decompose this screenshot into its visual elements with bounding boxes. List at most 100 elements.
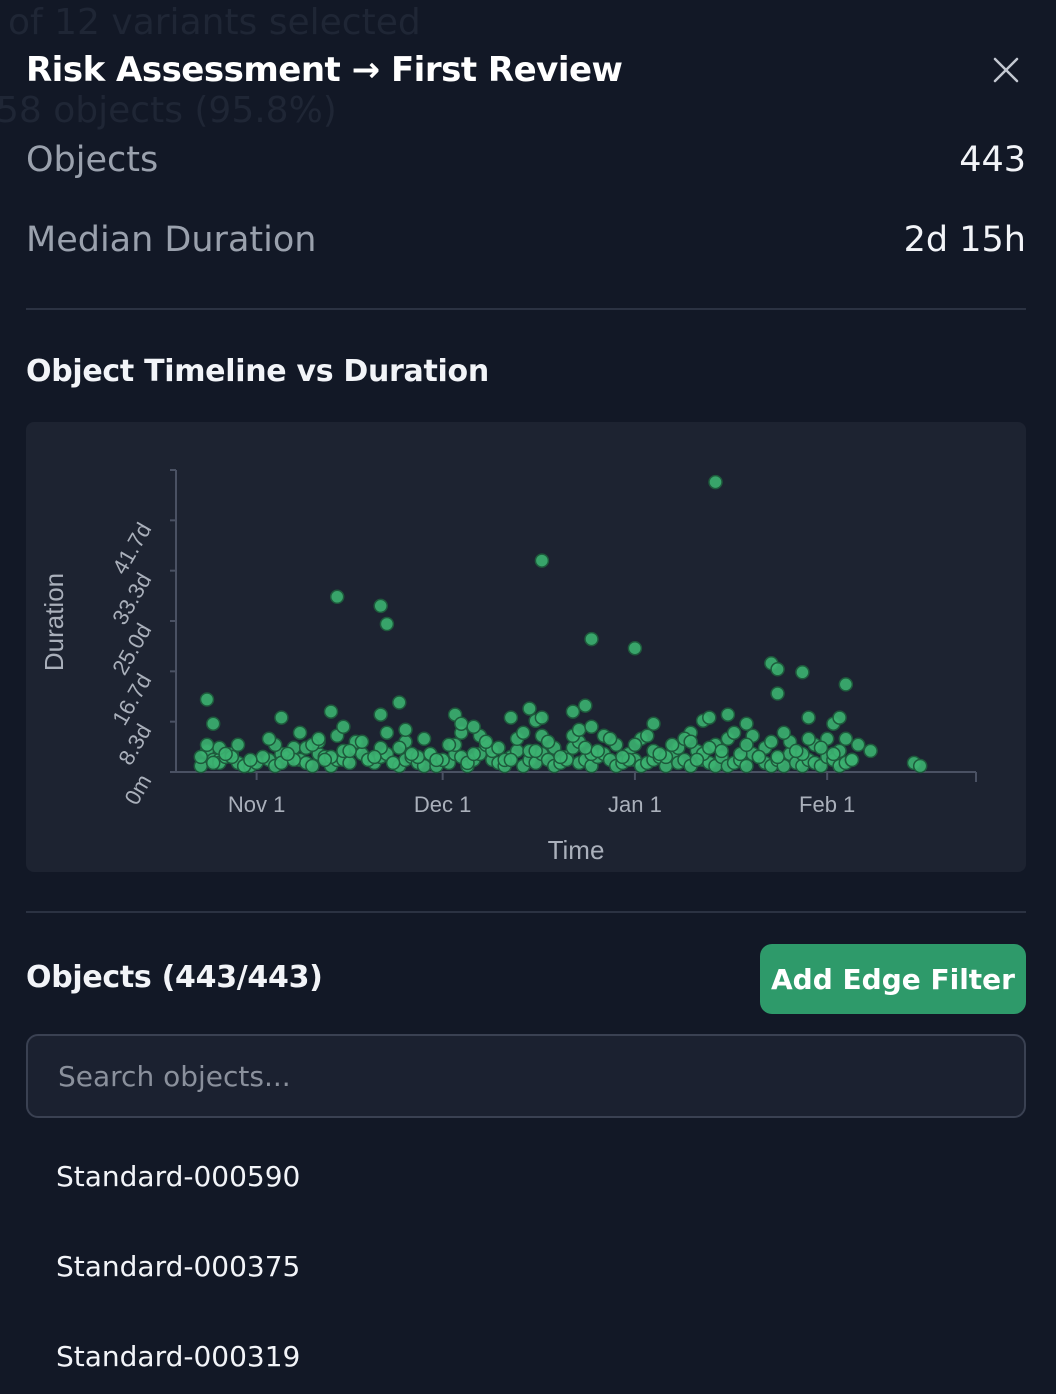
scatter-point[interactable] — [534, 553, 550, 568]
scatter-point[interactable] — [323, 704, 339, 719]
scatter-point[interactable] — [801, 710, 816, 725]
scatter-point[interactable] — [516, 725, 531, 740]
scatter-point[interactable] — [739, 716, 754, 731]
scatter-point[interactable] — [385, 755, 401, 771]
scatter-point[interactable] — [398, 722, 413, 737]
scatter-point[interactable] — [478, 734, 494, 750]
scatter-point[interactable] — [627, 640, 643, 656]
scatter-point[interactable] — [770, 749, 785, 765]
scatter-point[interactable] — [838, 731, 854, 747]
scatter-point[interactable] — [646, 716, 661, 731]
search-input[interactable] — [26, 1034, 1026, 1118]
scatter-point[interactable] — [292, 725, 308, 740]
scatter-point[interactable] — [726, 725, 742, 740]
scatter-point[interactable] — [379, 616, 395, 632]
scatter-point[interactable] — [627, 737, 643, 753]
scatter-point[interactable] — [584, 631, 599, 647]
scatter-point[interactable] — [664, 737, 680, 753]
scatter-point[interactable] — [218, 746, 233, 762]
scatter-point[interactable] — [640, 728, 655, 744]
scatter-point[interactable] — [912, 758, 928, 774]
scatter-point[interactable] — [205, 755, 221, 771]
scatter-point[interactable] — [342, 755, 357, 771]
list-item[interactable]: Standard-000375 — [56, 1250, 301, 1283]
scatter-point[interactable] — [863, 743, 878, 759]
scatter-point[interactable] — [373, 598, 388, 614]
scatter-point[interactable] — [702, 740, 717, 756]
scatter-point[interactable] — [205, 716, 221, 731]
scatter-point[interactable] — [311, 731, 326, 747]
list-item[interactable]: Standard-000590 — [56, 1160, 301, 1193]
scatter-point[interactable] — [788, 743, 804, 759]
list-item[interactable]: Standard-000319 — [56, 1340, 301, 1373]
scatter-point[interactable] — [602, 731, 618, 747]
add-edge-filter-button[interactable]: Add Edge Filter — [760, 944, 1026, 1014]
scatter-point[interactable] — [739, 737, 754, 753]
scatter-point[interactable] — [243, 752, 258, 768]
scatter-point[interactable] — [770, 686, 785, 701]
scatter-point[interactable] — [540, 734, 556, 750]
scatter-point[interactable] — [578, 698, 593, 713]
scatter-point[interactable] — [584, 719, 599, 734]
scatter-point[interactable] — [503, 710, 519, 725]
scatter-point[interactable] — [850, 737, 866, 753]
scatter-point[interactable] — [404, 746, 419, 762]
scatter-point[interactable] — [590, 743, 605, 759]
scatter-point[interactable] — [429, 752, 444, 768]
scatter-point[interactable] — [491, 740, 506, 756]
scatter-point[interactable] — [826, 746, 841, 762]
scatter-point[interactable] — [578, 740, 593, 756]
scatter-point[interactable] — [342, 743, 357, 759]
scatter-point[interactable] — [813, 740, 829, 756]
scatter-point[interactable] — [336, 719, 351, 734]
scatter-point[interactable] — [615, 749, 630, 765]
scatter-point[interactable] — [317, 752, 333, 768]
scatter-point[interactable] — [714, 743, 729, 759]
scatter-point[interactable] — [832, 710, 847, 725]
scatter-point[interactable] — [466, 719, 481, 734]
scatter-point[interactable] — [553, 749, 568, 765]
scatter-point[interactable] — [466, 746, 481, 762]
scatter-point[interactable] — [193, 749, 209, 765]
scatter-point[interactable] — [844, 752, 860, 768]
scatter-point[interactable] — [652, 746, 667, 762]
scatter-point[interactable] — [441, 737, 457, 753]
scatter-point[interactable] — [565, 704, 581, 719]
scatter-point[interactable] — [305, 758, 320, 774]
scatter-point[interactable] — [708, 474, 723, 490]
scatter-point[interactable] — [522, 701, 537, 716]
scatter-point[interactable] — [373, 707, 388, 722]
scatter-point[interactable] — [392, 740, 407, 756]
scatter-point[interactable] — [280, 746, 295, 762]
scatter-point[interactable] — [199, 692, 215, 707]
scatter-point[interactable] — [534, 710, 550, 725]
scatter-point[interactable] — [801, 731, 816, 747]
scatter-point[interactable] — [683, 734, 698, 750]
scatter-point[interactable] — [770, 662, 785, 677]
scatter-point[interactable] — [199, 737, 215, 753]
scatter-point[interactable] — [751, 749, 767, 765]
scatter-point[interactable] — [720, 707, 736, 722]
scatter-point[interactable] — [392, 695, 407, 710]
scatter-point[interactable] — [689, 752, 705, 768]
scatter-point[interactable] — [274, 710, 289, 725]
scatter-point[interactable] — [795, 665, 810, 680]
scatter-point[interactable] — [739, 758, 754, 774]
close-button[interactable] — [984, 48, 1028, 92]
scatter-point[interactable] — [764, 734, 779, 750]
scatter-point[interactable] — [776, 725, 792, 740]
scatter-point[interactable] — [354, 734, 370, 750]
scatter-point[interactable] — [379, 725, 395, 740]
scatter-point[interactable] — [367, 749, 382, 765]
scatter-point[interactable] — [255, 749, 271, 765]
scatter-point[interactable] — [528, 743, 543, 759]
scatter-point[interactable] — [838, 677, 854, 692]
scatter-point[interactable] — [416, 731, 432, 747]
scatter-point[interactable] — [329, 589, 345, 605]
scatter-point[interactable] — [503, 752, 519, 768]
scatter-point[interactable] — [230, 737, 246, 753]
scatter-point[interactable] — [261, 731, 277, 747]
scatter-point[interactable] — [571, 722, 587, 737]
scatter-point[interactable] — [702, 710, 717, 725]
scatter-point[interactable] — [454, 716, 469, 731]
